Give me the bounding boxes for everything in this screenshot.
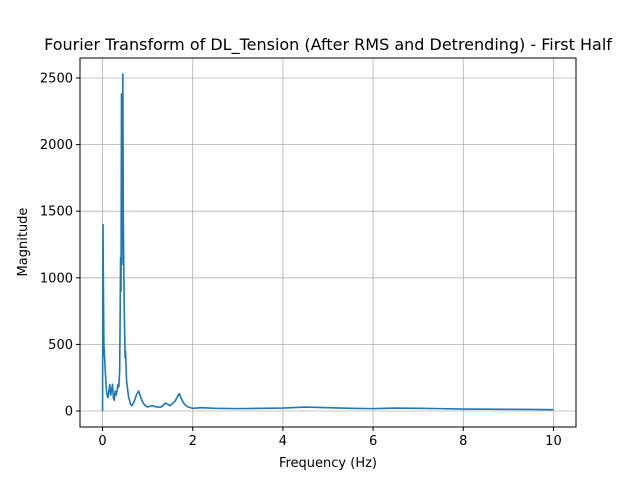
y-tick-label: 2000 <box>40 138 73 153</box>
y-axis-label: Magnitude <box>16 208 31 277</box>
grid <box>80 58 576 427</box>
chart-title: Fourier Transform of DL_Tension (After R… <box>44 35 612 55</box>
x-tick-label: 2 <box>189 434 197 449</box>
y-tick-label: 1500 <box>40 205 73 220</box>
series-line <box>101 73 554 412</box>
axes-frame <box>79 57 577 428</box>
y-tick-label: 500 <box>48 338 73 353</box>
x-axis-ticks: 0 2 4 6 8 10 <box>98 427 562 449</box>
y-tick-label: 0 <box>65 405 73 420</box>
x-tick-label: 6 <box>369 434 377 449</box>
y-axis-ticks: 0 500 1000 1500 2000 2500 <box>40 71 80 420</box>
x-tick-label: 8 <box>459 434 467 449</box>
x-tick-label: 10 <box>545 434 562 449</box>
x-tick-label: 0 <box>98 434 106 449</box>
x-axis-label: Frequency (Hz) <box>279 456 377 471</box>
x-tick-label: 4 <box>279 434 287 449</box>
y-tick-label: 1000 <box>40 271 73 286</box>
y-tick-label: 2500 <box>40 71 73 86</box>
plot-line-group <box>101 73 554 412</box>
